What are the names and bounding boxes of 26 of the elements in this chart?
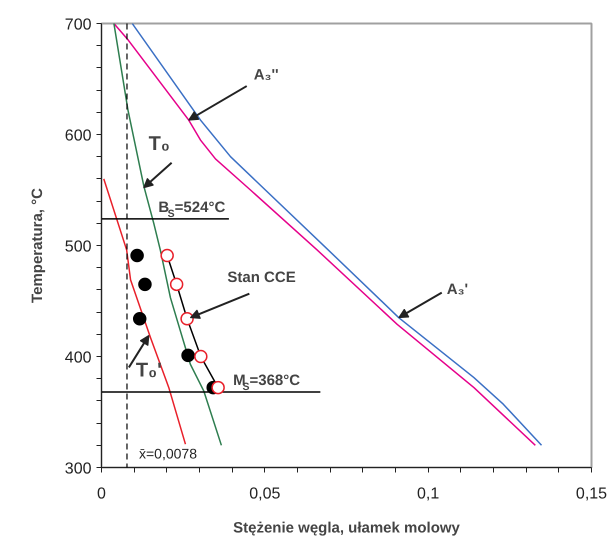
x-tick-label: 0,05 — [249, 486, 281, 502]
y-tick-label: 600 — [64, 128, 92, 144]
point — [160, 248, 174, 262]
point — [132, 312, 146, 326]
ref-line-label: x̄=0,0078 — [138, 446, 198, 462]
point — [211, 380, 225, 394]
annotation: T₀ — [148, 132, 170, 155]
point — [130, 248, 144, 262]
point — [170, 278, 184, 292]
y-tick-label: 500 — [64, 238, 92, 256]
point — [181, 348, 195, 362]
x-tick-label: 0,1 — [417, 486, 440, 502]
x-tick-label: 0,15 — [576, 486, 608, 502]
annotation: A₃'' — [254, 66, 279, 84]
y-tick-label: 400 — [64, 350, 92, 366]
x-tick-label: 0 — [97, 486, 106, 502]
annotation: T₀' — [136, 359, 162, 382]
annotation: Stan CCE — [227, 269, 296, 286]
point — [194, 350, 208, 364]
point — [138, 278, 152, 292]
y-tick-label: 300 — [64, 460, 92, 478]
annotation: A₃' — [446, 281, 468, 298]
y-tick-label: 700 — [64, 16, 92, 34]
x-axis-title: Stężenie węgla, ułamek molowy — [233, 520, 461, 536]
point — [180, 312, 194, 326]
y-axis-title: Temperatura, °C — [28, 188, 46, 303]
